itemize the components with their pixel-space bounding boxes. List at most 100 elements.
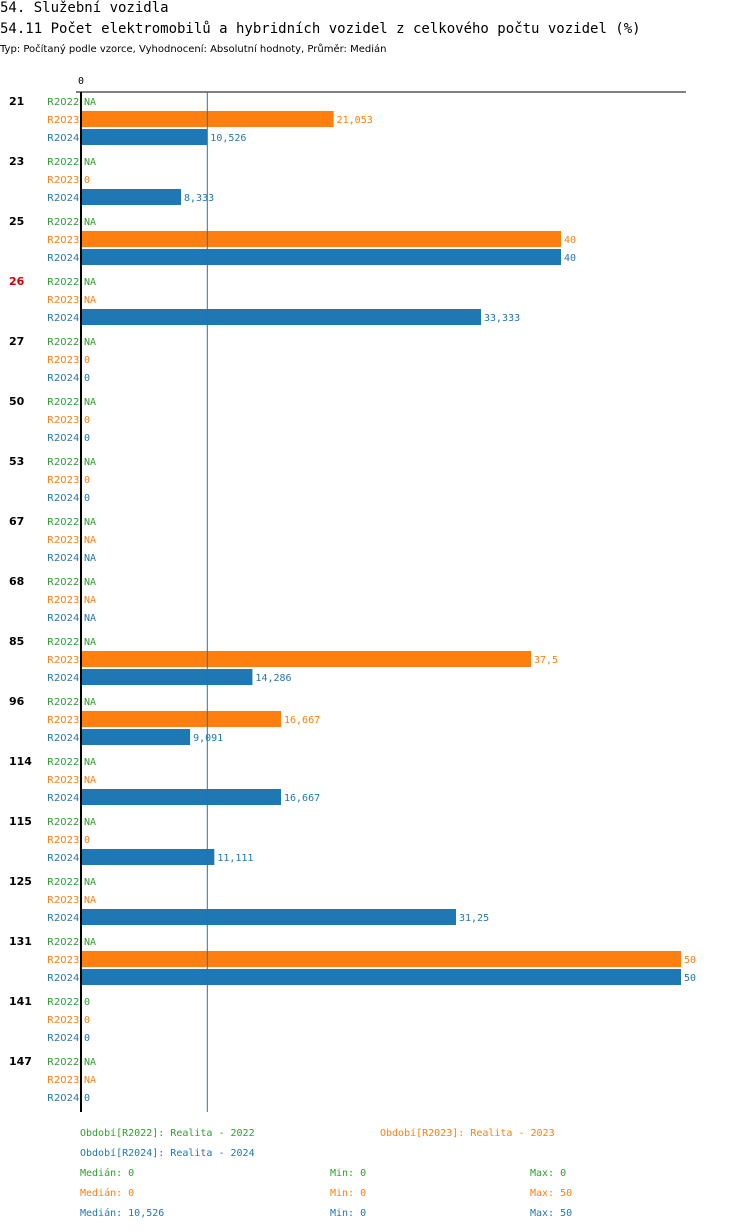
stat-max-r2024: Max: 50 [530,1208,573,1219]
value-label: NA [84,397,96,408]
value-label: 21,053 [337,115,373,126]
series-label: R2023 [47,715,79,726]
value-label: 0 [84,997,90,1008]
value-label: 16,667 [284,793,320,804]
value-label: NA [84,217,96,228]
value-label: NA [84,895,96,906]
series-label: R2024 [47,193,79,204]
value-label: NA [84,613,96,624]
bar [81,951,681,967]
series-label: R2024 [47,973,79,984]
value-label: 14,286 [255,673,291,684]
group-label: 115 [9,815,32,828]
value-label: 10,526 [210,133,246,144]
series-label: R2022 [47,337,79,348]
bar [81,231,561,247]
series-label: R2023 [47,115,79,126]
value-label: NA [84,697,96,708]
value-label: 16,667 [284,715,320,726]
series-label: R2023 [47,595,79,606]
series-label: R2023 [47,415,79,426]
series-label: R2023 [47,895,79,906]
value-label: 0 [84,835,90,846]
bar [81,669,253,685]
value-label: 0 [84,475,90,486]
series-label: R2024 [47,553,79,564]
value-label: 50 [684,973,696,984]
series-label: R2022 [47,637,79,648]
value-label: 0 [84,493,90,504]
value-label: NA [84,757,96,768]
series-label: R2022 [47,97,79,108]
x-axis-zero-label: 0 [78,76,84,87]
bar [81,309,481,325]
series-label: R2022 [47,1057,79,1068]
series-label: R2022 [47,277,79,288]
series-label: R2022 [47,397,79,408]
stat-min-r2022: Min: 0 [330,1168,367,1179]
value-label: NA [84,775,96,786]
bar [81,129,208,145]
value-label: 0 [84,433,90,444]
series-label: R2024 [47,133,79,144]
series-label: R2022 [47,517,79,528]
value-label: NA [84,1075,96,1086]
chart-meta: Typ: Počítaný podle vzorce, Vyhodnocení:… [0,44,387,55]
group-label: 114 [9,755,32,768]
group-label: 50 [9,395,25,408]
series-label: R2022 [47,817,79,828]
value-label: 40 [564,253,576,264]
value-label: 50 [684,955,696,966]
group-label: 131 [9,935,32,948]
series-label: R2023 [47,235,79,246]
series-label: R2024 [47,1093,79,1104]
value-label: 0 [84,1093,90,1104]
series-label: R2023 [47,655,79,666]
bar [81,969,681,985]
series-label: R2023 [47,355,79,366]
series-label: R2022 [47,157,79,168]
group-label: 23 [9,155,24,168]
bar [81,789,282,805]
group-label: 147 [9,1055,32,1068]
stat-median-r2023: Medián: 0 [80,1188,135,1199]
stat-max-r2022: Max: 0 [530,1168,567,1179]
series-label: R2022 [47,217,79,228]
series-label: R2024 [47,373,79,384]
value-label: NA [84,595,96,606]
bar [81,711,282,727]
group-label: 25 [9,215,24,228]
bar [81,729,191,745]
series-label: R2024 [47,493,79,504]
series-label: R2023 [47,1015,79,1026]
stat-median-r2024: Medián: 10,526 [80,1208,165,1219]
value-label: 0 [84,175,90,186]
group-label: 67 [9,515,24,528]
series-label: R2024 [47,613,79,624]
value-label: NA [84,277,96,288]
series-label: R2022 [47,757,79,768]
stat-min-r2024: Min: 0 [330,1208,367,1219]
value-label: NA [84,1057,96,1068]
legend-r2024: Období[R2024]: Realita - 2024 [80,1148,255,1159]
series-label: R2024 [47,913,79,924]
series-label: R2024 [47,733,79,744]
value-label: NA [84,295,96,306]
value-label: NA [84,517,96,528]
value-label: 37,5 [534,655,558,666]
series-label: R2022 [47,697,79,708]
value-label: NA [84,577,96,588]
series-label: R2023 [47,475,79,486]
group-label: 125 [9,875,32,888]
value-label: 31,25 [459,913,489,924]
value-label: NA [84,553,96,564]
value-label: 0 [84,355,90,366]
bar [81,651,531,667]
group-label: 141 [9,995,32,1008]
value-label: NA [84,97,96,108]
series-label: R2022 [47,457,79,468]
value-label: NA [84,457,96,468]
series-label: R2023 [47,955,79,966]
series-label: R2024 [47,853,79,864]
value-label: NA [84,337,96,348]
